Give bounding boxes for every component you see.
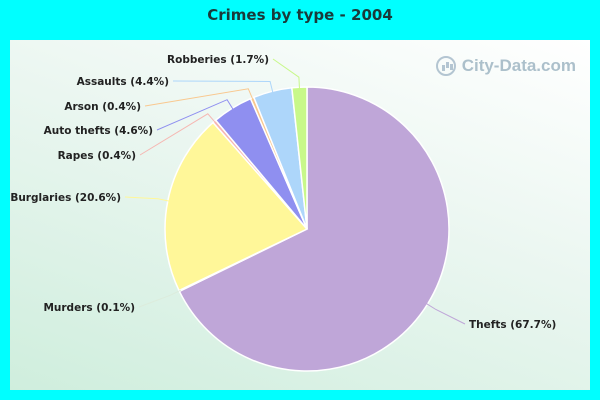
leader-line <box>156 99 234 131</box>
leader-line <box>425 302 466 325</box>
slice-label: Assaults (4.4%) <box>77 76 169 88</box>
slice-label: Murders (0.1%) <box>43 302 135 314</box>
watermark-text: City-Data.com <box>461 56 576 75</box>
leader-line <box>272 58 300 90</box>
watermark: City-Data.com <box>435 56 576 76</box>
slice-label: Arson (0.4%) <box>64 101 141 113</box>
slice-label: Rapes (0.4%) <box>58 150 136 162</box>
chart-title: Crimes by type - 2004 <box>207 6 393 24</box>
pie-slices <box>164 86 450 372</box>
leader-line <box>144 88 254 107</box>
chart-panel: City-Data.com Thefts (67.7%) Murders (0.1… <box>10 40 590 390</box>
city-data-logo-icon <box>435 56 456 76</box>
slice-label: Burglaries (20.6%) <box>10 192 121 204</box>
pie-leader-lines <box>124 58 466 325</box>
slice-label: Robberies (1.7%) <box>167 54 269 66</box>
leader-line <box>172 80 274 94</box>
leader-line <box>139 113 217 156</box>
slice-label: Auto thefts (4.6%) <box>44 125 153 137</box>
pie-labels: Thefts (67.7%) Murders (0.1%) Burglaries (… <box>10 54 556 331</box>
leader-line <box>124 196 170 202</box>
slice-label: Thefts (67.7%) <box>469 319 556 331</box>
leader-line <box>138 289 182 308</box>
pie-chart: Thefts (67.7%) Murders (0.1%) Burglaries (… <box>10 54 556 372</box>
